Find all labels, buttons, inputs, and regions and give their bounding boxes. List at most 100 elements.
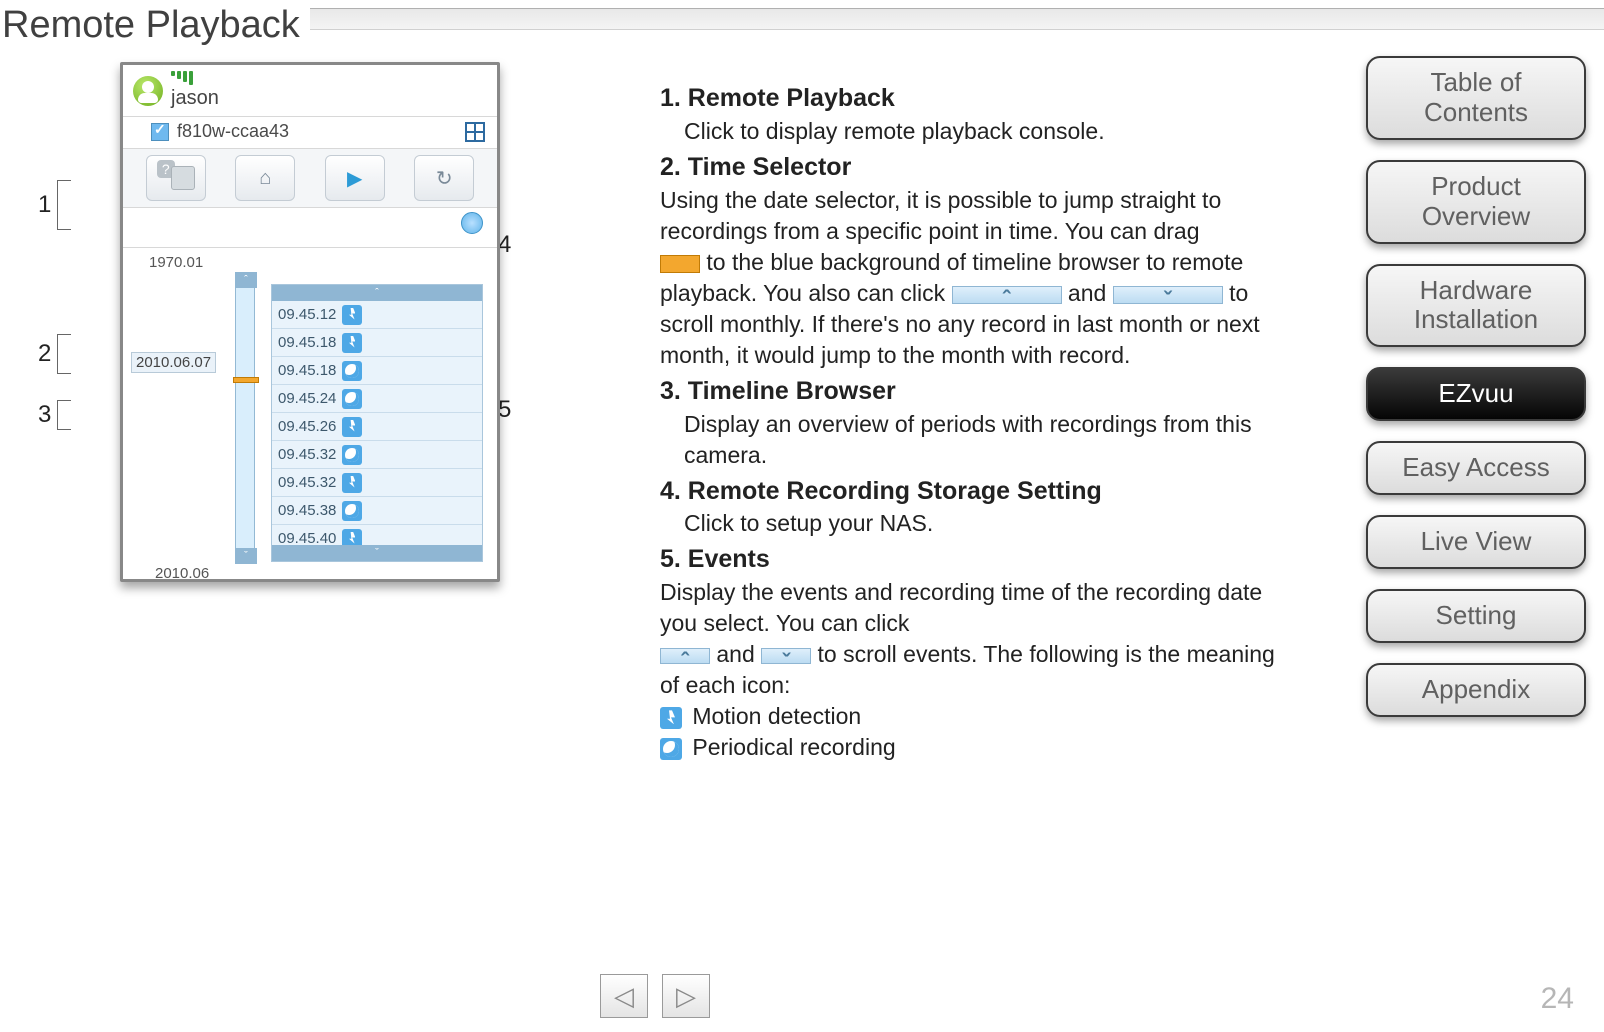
events-scroll-up[interactable]: ˆ [272,285,482,301]
event-row[interactable]: 09.45.24 [272,385,482,413]
section-4-body: Click to setup your NAS. [660,508,1300,539]
event-time: 09.45.32 [278,446,336,463]
toolbar: ⌂ ▶ ↻ [123,149,497,208]
section-5-body: Display the events and recording time of… [660,577,1300,701]
legend-period-label: Periodical recording [692,734,895,760]
screenshot-panel: 1 2 3 4 5 jason f810w-ccaa43 ⌂ [80,62,560,582]
timeline-bar[interactable]: ˆ ˇ [235,272,255,564]
motion-icon [342,529,362,546]
event-row[interactable]: 09.45.26 [272,413,482,441]
nav-setting[interactable]: Setting [1366,589,1586,643]
timeline-top-label: 1970.01 [149,254,203,271]
event-row[interactable]: 09.45.18 [272,329,482,357]
event-row[interactable]: 09.45.32 [272,441,482,469]
prev-page-button[interactable]: ◁ [600,974,648,1018]
periodical-icon [660,738,682,760]
event-time: 09.45.18 [278,362,336,379]
check-icon [151,123,169,141]
user-meta: jason [171,71,219,110]
next-page-button[interactable]: ▷ [662,974,710,1018]
event-row[interactable]: 09.45.40 [272,525,482,545]
scroll-up-small-icon [660,648,710,664]
nav-ezvuu[interactable]: EZvuu [1366,367,1586,421]
section-5-text-b: and [716,641,761,667]
nav-easy-access[interactable]: Easy Access [1366,441,1586,495]
user-row: jason [123,65,497,117]
drag-handle-icon [660,255,700,273]
periodical-icon [342,501,362,521]
scroll-down-icon [1113,286,1223,304]
timeline-scroll-down[interactable]: ˇ [235,548,257,564]
section-2-text-a: Using the date selector, it is possible … [660,185,1300,247]
events-scroll-down[interactable]: ˇ [272,545,482,561]
timeline-area: 1970.01 2010.06.07 2010.06 ˆ ˇ ˆ 09.45.1… [123,248,497,582]
motion-icon [342,305,362,325]
page-title: Remote Playback [0,0,310,47]
event-time: 09.45.40 [278,530,336,545]
event-time: 09.45.38 [278,502,336,519]
periodical-icon [342,389,362,409]
event-row[interactable]: 09.45.32 [272,469,482,497]
scroll-up-icon [952,286,1062,304]
snapshot-button[interactable] [146,155,206,201]
section-5-text-a: Display the events and recording time of… [660,577,1300,639]
signal-icon [171,71,219,85]
event-row[interactable]: 09.45.38 [272,497,482,525]
device-name: f810w-ccaa43 [177,121,457,142]
nav-hardware-installation[interactable]: Hardware Installation [1366,264,1586,348]
timeline-handle[interactable] [233,377,259,383]
motion-icon [660,707,682,729]
motion-icon [342,333,362,353]
storage-setting-icon[interactable] [461,212,483,234]
event-time: 09.45.32 [278,474,336,491]
section-nav: Table of Contents Product Overview Hardwar… [1366,56,1586,717]
callout-4-number: 4 [498,231,511,259]
event-row[interactable]: 09.45.12 [272,301,482,329]
device-row[interactable]: f810w-ccaa43 [123,117,497,149]
section-1-body: Click to display remote playback console… [660,116,1300,147]
callout-3-number: 3 [38,401,51,429]
nav-table-of-contents[interactable]: Table of Contents [1366,56,1586,140]
events-column: ˆ 09.45.1209.45.1809.45.1809.45.2409.45.… [271,254,489,582]
page-number: 24 [1541,982,1574,1016]
home-button[interactable]: ⌂ [235,155,295,201]
callout-3: 3 [38,400,71,430]
user-avatar-icon [133,76,163,106]
section-1-heading: 1. Remote Playback [660,82,1300,116]
callout-5-number: 5 [498,396,511,424]
legend-motion-label: Motion detection [692,703,861,729]
events-list-box: ˆ 09.45.1209.45.1809.45.1809.45.2409.45.… [271,284,483,562]
title-divider [310,8,1604,30]
nav-product-overview[interactable]: Product Overview [1366,160,1586,244]
callout-bracket [57,334,71,374]
callout-bracket [57,180,71,230]
event-row[interactable]: 09.45.18 [272,357,482,385]
timeline-browser: 1970.01 2010.06.07 2010.06 ˆ ˇ [131,254,263,582]
callout-2-number: 2 [38,340,51,368]
scroll-down-small-icon [761,648,811,664]
refresh-button[interactable]: ↻ [414,155,474,201]
section-2-text-c: and [1068,280,1113,306]
legend-motion-row: Motion detection [660,701,1300,732]
nav-live-view[interactable]: Live View [1366,515,1586,569]
callout-1: 1 [38,180,71,230]
section-2-body: Using the date selector, it is possible … [660,185,1300,371]
section-3-body: Display an overview of periods with reco… [660,409,1300,471]
periodical-icon [342,445,362,465]
section-4-heading: 4. Remote Recording Storage Setting [660,475,1300,509]
timeline-current-label: 2010.06.07 [131,352,216,373]
callout-bracket [57,400,71,430]
section-2-heading: 2. Time Selector [660,151,1300,185]
motion-icon [342,417,362,437]
periodical-icon [342,361,362,381]
nav-appendix[interactable]: Appendix [1366,663,1586,717]
pager: ◁ ▷ [600,974,710,1018]
callout-2: 2 [38,334,71,374]
grid-icon[interactable] [465,122,485,142]
remote-playback-button[interactable]: ▶ [325,155,385,201]
timeline-scroll-up[interactable]: ˆ [235,272,257,288]
events-list: 09.45.1209.45.1809.45.1809.45.2409.45.26… [272,301,482,545]
callout-1-number: 1 [38,191,51,219]
section-5-heading: 5. Events [660,543,1300,577]
description-column: 1. Remote Playback Click to display remo… [660,78,1300,764]
